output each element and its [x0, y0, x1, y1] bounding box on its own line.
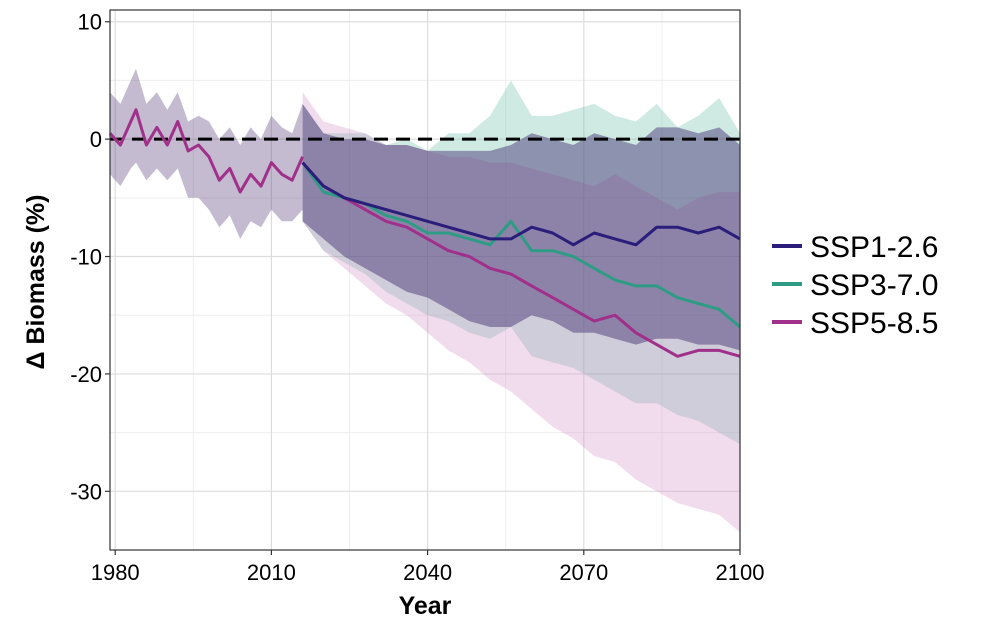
band-ssp3-7.0	[302, 80, 740, 445]
line-ssp5-8.5	[301, 161, 741, 358]
y-axis-title: Δ Biomass (%)	[22, 195, 50, 370]
x-tick-label: 2100	[716, 560, 765, 585]
x-axis-title: Year	[399, 592, 452, 620]
series-lines	[108, 108, 741, 358]
x-tick-label: 2010	[247, 560, 296, 585]
legend-label-ssp5-8.5: SSP5-8.5	[810, 307, 938, 340]
legend-label-ssp1-2.6: SSP1-2.6	[810, 231, 938, 264]
band-ssp1-2.6	[302, 103, 740, 351]
legend-label-ssp3-7.0: SSP3-7.0	[810, 269, 938, 302]
band-ssp5-8.5	[302, 92, 740, 533]
line-ssp3-7.0	[301, 161, 741, 329]
x-tick-label: 2070	[559, 560, 608, 585]
y-tick-label: -30	[70, 479, 102, 504]
x-tick-label: 1980	[91, 560, 140, 585]
x-tick-label: 2040	[403, 560, 452, 585]
y-tick-label: -20	[70, 362, 102, 387]
plot-frame	[109, 9, 741, 551]
legend: SSP1-2.6 SSP3-7.0 SSP5-8.5	[772, 231, 938, 340]
y-tick-label: 0	[90, 127, 102, 152]
y-tick-label: -10	[70, 245, 102, 270]
line-historical	[108, 108, 304, 194]
y-tick-label: 10	[78, 10, 102, 35]
line-ssp1-2.6	[301, 161, 741, 247]
axis-ticks: 1980 2010 2040 2070 2100 10 0 -10 -20 -30	[70, 10, 764, 585]
